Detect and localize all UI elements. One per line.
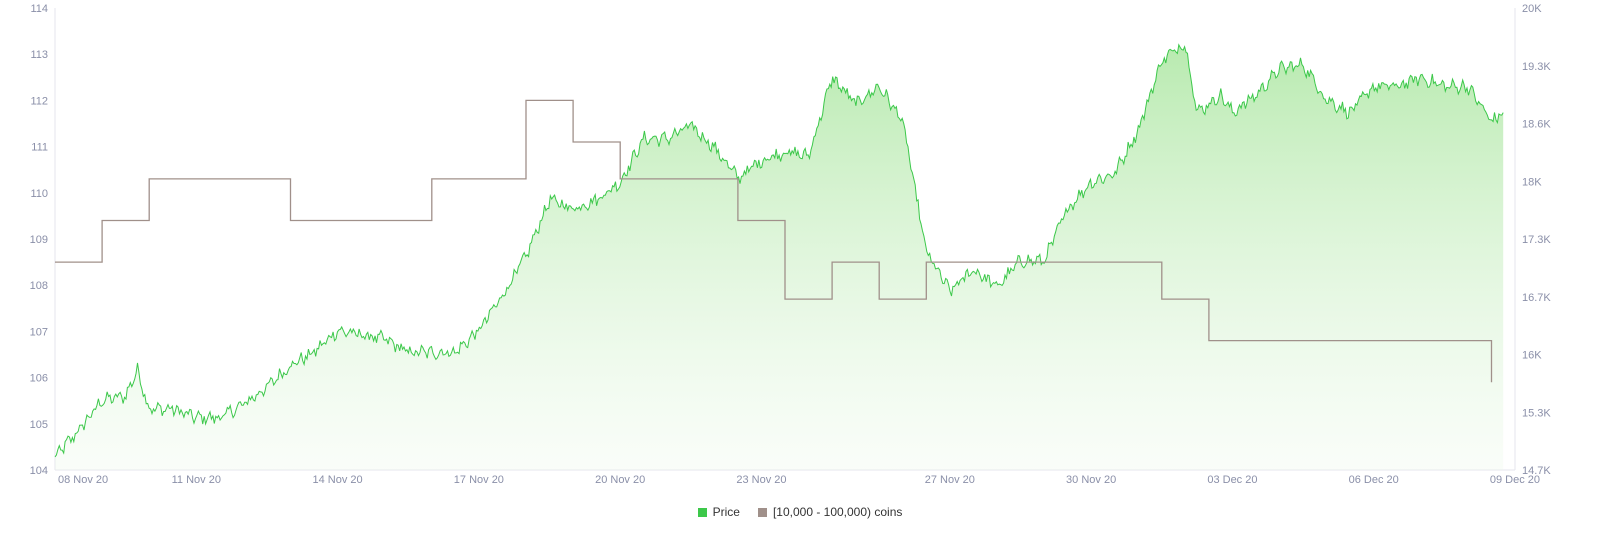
x-tick-label: 23 Nov 20 [736,474,786,486]
x-tick-label: 17 Nov 20 [454,474,504,486]
x-tick-label: 20 Nov 20 [595,474,645,486]
left-tick-label: 105 [30,419,48,431]
left-tick-label: 113 [30,49,48,61]
x-tick-label: 09 Dec 20 [1490,474,1540,486]
legend-label-price: Price [712,505,740,519]
x-tick-label: 03 Dec 20 [1207,474,1257,486]
right-tick-label: 16.7K [1522,292,1551,304]
x-tick-label: 27 Nov 20 [925,474,975,486]
x-tick-label: 06 Dec 20 [1349,474,1399,486]
x-tick-label: 14 Nov 20 [313,474,363,486]
left-tick-label: 111 [31,142,48,154]
legend-item-price[interactable]: Price [697,505,740,519]
legend-label-holders: [10,000 - 100,000) coins [772,505,903,519]
legend: Price [10,000 - 100,000) coins [0,502,1600,522]
legend-item-holders[interactable]: [10,000 - 100,000) coins [757,505,903,519]
left-tick-label: 104 [30,465,48,477]
right-tick-label: 14.7K [1522,465,1551,477]
x-tick-label: 30 Nov 20 [1066,474,1116,486]
x-tick-label: 11 Nov 20 [172,474,221,486]
right-tick-label: 16K [1522,350,1542,362]
left-tick-label: 108 [30,280,48,292]
price-area [55,44,1504,471]
legend-swatch-price [697,507,707,517]
right-tick-label: 20K [1522,3,1542,15]
left-tick-label: 109 [30,234,48,246]
legend-swatch-holders [757,507,767,517]
right-tick-label: 18.6K [1522,119,1551,131]
left-tick-label: 107 [30,326,48,338]
price-line [54,43,1504,458]
left-tick-label: 110 [30,188,48,200]
right-tick-label: 19.3K [1522,61,1551,73]
left-tick-label: 112 [30,95,48,107]
left-tick-label: 106 [30,373,48,385]
holders-step-line [55,99,1493,383]
x-tick-label: 08 Nov 20 [58,474,108,486]
left-tick-label: 114 [30,3,48,15]
right-tick-label: 18K [1522,176,1542,188]
right-tick-label: 15.3K [1522,407,1551,419]
right-tick-label: 17.3K [1522,234,1551,246]
